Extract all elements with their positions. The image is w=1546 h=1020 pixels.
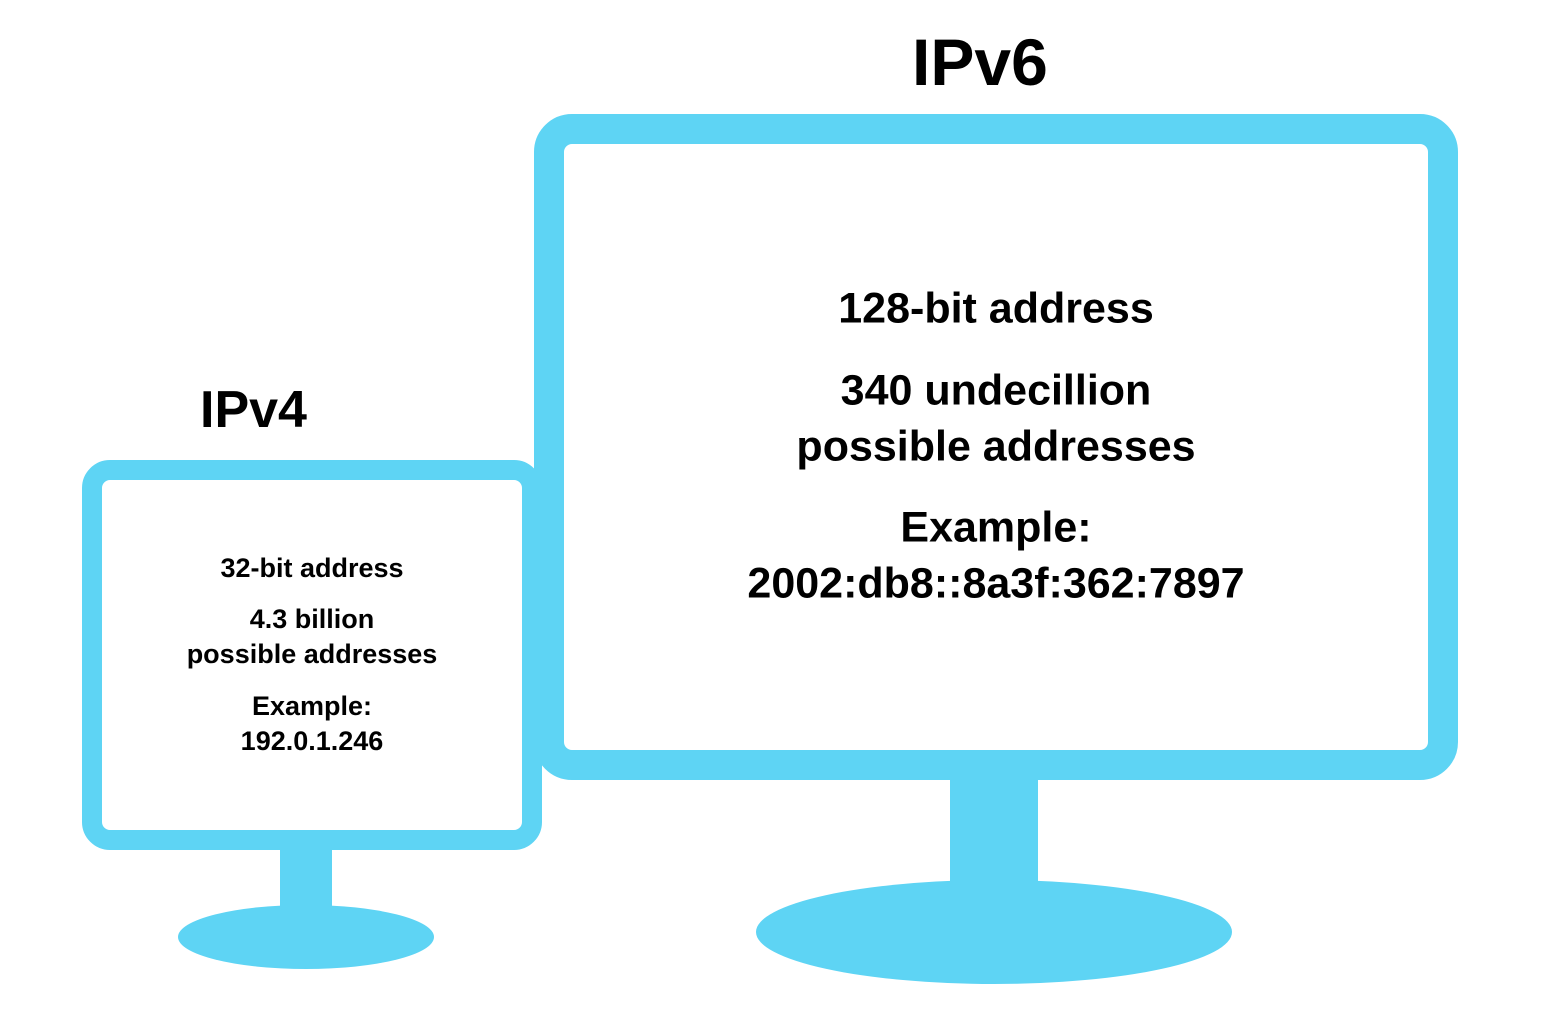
ipv4-screen: 32-bit address 4.3 billion possible addr… (82, 460, 542, 850)
ipv6-stand-neck (950, 780, 1038, 890)
ipv6-example-value: 2002:db8::8a3f:362:7897 (747, 560, 1244, 608)
ipv4-bits: 32-bit address (102, 551, 522, 586)
ipv4-content: 32-bit address 4.3 billion possible addr… (102, 551, 522, 759)
ipv4-example-value: 192.0.1.246 (241, 726, 384, 756)
ipv6-count-line2: possible addresses (796, 422, 1195, 470)
ipv6-count-line1: 340 undecillion (841, 366, 1152, 414)
ipv4-count-line2: possible addresses (187, 639, 438, 669)
ipv6-stand-base (756, 880, 1232, 984)
ipv6-title: IPv6 (912, 24, 1048, 100)
ipv6-example-label: Example: (900, 504, 1091, 552)
ipv4-title: IPv4 (200, 380, 307, 440)
ipv4-example-label: Example: (252, 691, 372, 721)
ipv4-stand-neck (280, 850, 332, 915)
ipv6-bits: 128-bit address (564, 281, 1428, 337)
ipv4-count-line1: 4.3 billion (250, 604, 375, 634)
ipv6-screen: 128-bit address 340 undecillion possible… (534, 114, 1458, 780)
ipv6-content: 128-bit address 340 undecillion possible… (564, 281, 1428, 612)
